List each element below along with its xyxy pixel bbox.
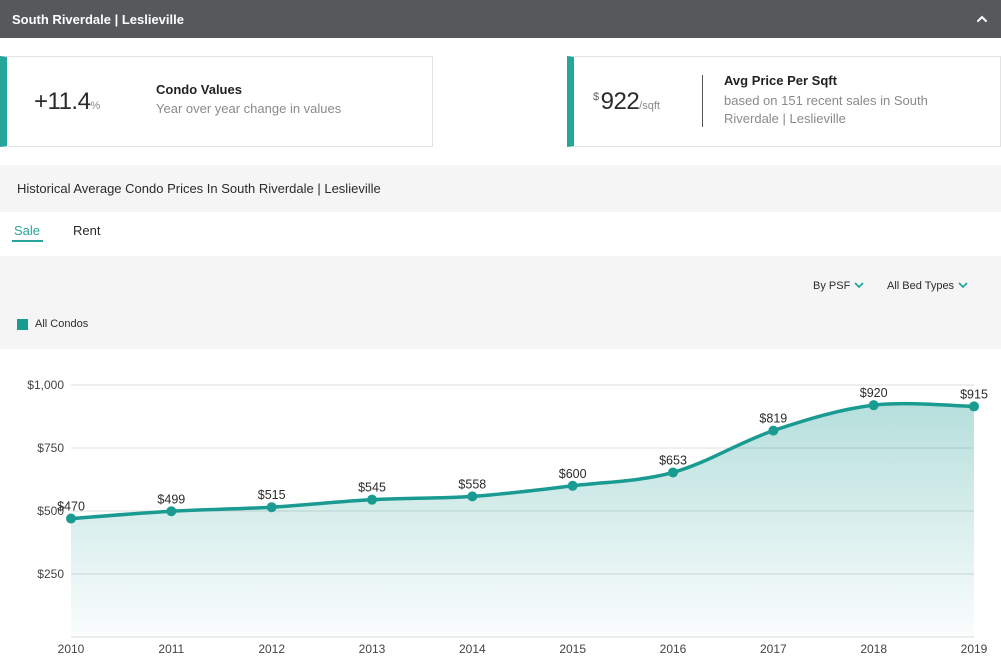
condo-values-title: Condo Values	[156, 82, 242, 97]
avg-price-title: Avg Price Per Sqft	[724, 73, 837, 88]
data-point	[768, 425, 779, 436]
data-label: $470	[57, 500, 85, 514]
avg-price-stat: $922/sqft	[593, 88, 660, 116]
data-label: $600	[559, 467, 587, 481]
tab-bar: Sale Rent	[0, 212, 1001, 256]
condo-values-number: +11.4	[34, 88, 91, 115]
data-label: $515	[258, 488, 286, 502]
avg-price-subtitle-line1: based on 151 recent sales in South	[724, 93, 928, 108]
x-tick-label: 2017	[760, 642, 787, 656]
series-area	[71, 403, 974, 637]
data-point	[367, 494, 377, 505]
series-line	[70, 401, 975, 521]
y-tick-label: $750	[37, 441, 64, 455]
chevron-down-icon	[958, 280, 968, 292]
card-divider	[702, 75, 703, 127]
active-tab-indicator	[12, 240, 43, 242]
data-point	[66, 513, 76, 524]
data-point	[668, 467, 678, 478]
y-tick-label: $1,000	[27, 378, 64, 392]
legend-swatch	[17, 318, 28, 330]
data-point	[969, 401, 979, 412]
data-point	[868, 400, 879, 411]
chevron-up-icon[interactable]	[975, 12, 989, 26]
condo-values-card: +11.4% Condo Values Year over year chang…	[0, 56, 433, 147]
x-tick-label: 2018	[860, 642, 887, 656]
data-point	[266, 502, 277, 513]
price-history-chart: $250 $500 $750 $1,000 $470 2010 $499 2011 $515 20…	[0, 349, 1001, 670]
x-tick-label: 2019	[961, 642, 988, 656]
data-label: $558	[458, 477, 486, 491]
data-label: $499	[157, 492, 185, 506]
avg-price-subtitle-line2: Riverdale | Leslieville	[724, 111, 846, 126]
condo-values-stat: +11.4%	[34, 88, 100, 116]
chevron-down-icon	[854, 280, 864, 292]
bed-types-dropdown[interactable]: All Bed Types	[887, 280, 968, 292]
avg-price-number: 922	[600, 88, 640, 115]
neighbourhood-header[interactable]: South Riverdale | Leslieville	[0, 0, 1001, 38]
chart-controls: By PSF All Bed Types All Condos	[0, 256, 1001, 349]
tab-sale[interactable]: Sale	[14, 223, 41, 238]
historical-section-title: Historical Average Condo Prices In South…	[17, 181, 381, 196]
metric-dropdown-label: By PSF	[813, 280, 851, 292]
x-tick-label: 2014	[459, 642, 486, 656]
data-label: $920	[860, 386, 888, 400]
data-point	[567, 480, 578, 491]
x-tick-label: 2012	[258, 642, 285, 656]
y-tick-label: $250	[37, 567, 64, 581]
bed-types-dropdown-label: All Bed Types	[887, 280, 955, 292]
data-label: $653	[659, 453, 687, 467]
chart-legend: All Condos	[17, 318, 88, 330]
tab-rent[interactable]: Rent	[73, 223, 101, 238]
data-label: $915	[960, 387, 988, 401]
data-point	[166, 506, 177, 517]
x-tick-label: 2011	[158, 642, 184, 656]
neighbourhood-title: South Riverdale | Leslieville	[12, 11, 184, 27]
x-tick-label: 2010	[58, 642, 85, 656]
data-point	[467, 491, 478, 502]
x-tick-label: 2015	[559, 642, 586, 656]
condo-values-unit: %	[90, 100, 101, 112]
avg-price-currency: $	[593, 91, 599, 103]
data-label: $545	[358, 481, 386, 495]
avg-price-unit: /sqft	[639, 100, 660, 112]
x-tick-label: 2016	[660, 642, 687, 656]
price-history-chart-svg: $250 $500 $750 $1,000 $470 2010 $499 2011 $515 20…	[27, 378, 988, 656]
x-tick-label: 2013	[359, 642, 386, 656]
historical-section-heading: Historical Average Condo Prices In South…	[0, 165, 1001, 212]
data-label: $819	[759, 412, 787, 426]
y-tick-label: $500	[37, 504, 64, 518]
metric-dropdown[interactable]: By PSF	[813, 280, 864, 292]
legend-label: All Condos	[35, 318, 89, 330]
condo-values-subtitle: Year over year change in values	[156, 101, 342, 116]
avg-price-card: $922/sqft Avg Price Per Sqft based on 15…	[567, 56, 1001, 147]
